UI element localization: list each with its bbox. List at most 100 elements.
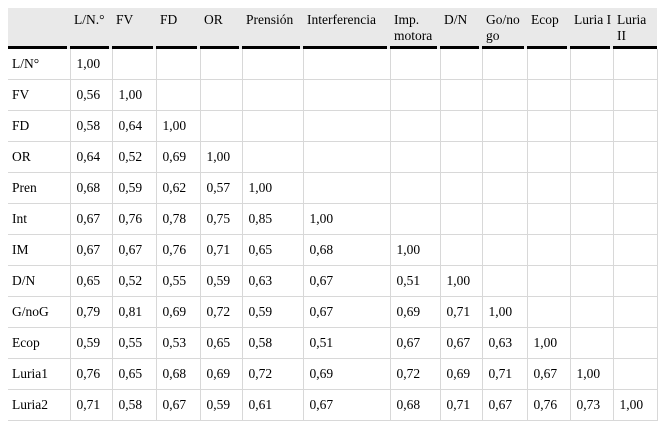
correlation-cell: 0,73 <box>569 389 614 421</box>
column-header: Interferencia <box>303 8 390 49</box>
column-header: Imp. motora <box>390 8 440 49</box>
correlation-cell <box>481 110 528 142</box>
correlation-cell: 0,62 <box>155 172 201 204</box>
table-header: L/N.° FV FD OR Prensión Interferencia Imp. mot… <box>8 8 657 49</box>
correlation-cell: 0,52 <box>111 141 157 173</box>
correlation-cell <box>612 327 658 359</box>
correlation-cell: 0,78 <box>155 203 201 235</box>
correlation-cell <box>302 172 391 204</box>
correlation-cell: 0,58 <box>111 389 157 421</box>
correlation-cell <box>526 234 571 266</box>
table-row: D/N 0,65 0,52 0,55 0,59 0,63 0,67 0,51 1,00 <box>8 265 658 297</box>
correlation-cell <box>526 141 571 173</box>
correlation-cell <box>241 79 304 111</box>
correlation-cell: 0,72 <box>199 296 243 328</box>
correlation-cell: 0,85 <box>241 203 304 235</box>
correlation-cell <box>481 79 528 111</box>
correlation-cell: 0,53 <box>155 327 201 359</box>
correlation-cell: 0,67 <box>481 389 528 421</box>
row-label: Luria1 <box>8 358 71 390</box>
correlation-cell <box>481 265 528 297</box>
correlation-cell: 0,75 <box>199 203 243 235</box>
column-header: Ecop <box>527 8 570 49</box>
column-header: D/N <box>440 8 482 49</box>
correlation-cell: 0,69 <box>439 358 483 390</box>
correlation-cell <box>439 234 483 266</box>
correlation-cell <box>569 203 614 235</box>
correlation-cell: 1,00 <box>389 234 441 266</box>
correlation-cell: 0,67 <box>389 327 441 359</box>
correlation-cell: 0,69 <box>199 358 243 390</box>
correlation-cell: 0,71 <box>439 296 483 328</box>
row-label: IM <box>8 234 71 266</box>
correlation-cell: 0,64 <box>69 141 113 173</box>
column-header: Prensión <box>242 8 303 49</box>
correlation-cell <box>439 79 483 111</box>
correlation-cell <box>569 234 614 266</box>
correlation-cell <box>111 49 157 80</box>
correlation-cell <box>569 296 614 328</box>
correlation-cell <box>439 110 483 142</box>
correlation-cell: 0,69 <box>155 141 201 173</box>
correlation-cell <box>612 172 658 204</box>
correlation-cell <box>481 203 528 235</box>
correlation-cell: 0,65 <box>241 234 304 266</box>
row-label: L/N° <box>8 49 71 80</box>
correlation-cell: 0,81 <box>111 296 157 328</box>
correlation-cell <box>481 141 528 173</box>
correlation-cell: 1,00 <box>241 172 304 204</box>
correlation-cell <box>526 296 571 328</box>
correlation-cell: 0,55 <box>155 265 201 297</box>
correlation-cell: 0,68 <box>389 389 441 421</box>
correlation-cell: 0,67 <box>526 358 571 390</box>
correlation-cell <box>389 172 441 204</box>
correlation-matrix-table: L/N.° FV FD OR Prensión Interferencia Imp. mot… <box>8 8 658 421</box>
correlation-cell: 0,72 <box>389 358 441 390</box>
row-label: Ecop <box>8 327 71 359</box>
correlation-cell: 0,67 <box>302 265 391 297</box>
correlation-cell: 0,67 <box>439 327 483 359</box>
correlation-cell: 0,67 <box>69 203 113 235</box>
correlation-cell <box>612 296 658 328</box>
correlation-cell: 1,00 <box>439 265 483 297</box>
correlation-cell: 1,00 <box>302 203 391 235</box>
table-row: Ecop 0,59 0,55 0,53 0,65 0,58 0,51 0,67 0,67 0,63… <box>8 327 658 359</box>
correlation-cell <box>199 49 243 80</box>
corner-cell <box>8 8 70 49</box>
column-header: Luria I <box>570 8 613 49</box>
row-label: FD <box>8 110 71 142</box>
correlation-cell <box>389 141 441 173</box>
correlation-cell: 0,76 <box>69 358 113 390</box>
table-row: IM 0,67 0,67 0,76 0,71 0,65 0,68 1,00 <box>8 234 658 266</box>
correlation-cell: 0,56 <box>69 79 113 111</box>
correlation-cell <box>481 49 528 80</box>
correlation-cell: 0,52 <box>111 265 157 297</box>
table-row: OR 0,64 0,52 0,69 1,00 <box>8 141 658 173</box>
correlation-cell: 1,00 <box>612 389 658 421</box>
correlation-cell <box>439 49 483 80</box>
correlation-cell <box>389 203 441 235</box>
correlation-cell: 0,58 <box>69 110 113 142</box>
correlation-cell <box>439 203 483 235</box>
correlation-cell <box>481 234 528 266</box>
correlation-cell: 1,00 <box>199 141 243 173</box>
column-header: OR <box>200 8 242 49</box>
table-row: Luria1 0,76 0,65 0,68 0,69 0,72 0,69 0,72 0,69 0,… <box>8 358 658 390</box>
correlation-cell: 0,59 <box>69 327 113 359</box>
correlation-cell <box>155 79 201 111</box>
correlation-cell <box>199 79 243 111</box>
correlation-cell <box>199 110 243 142</box>
correlation-cell: 0,67 <box>302 389 391 421</box>
correlation-cell <box>569 49 614 80</box>
row-label: Pren <box>8 172 71 204</box>
correlation-cell <box>241 49 304 80</box>
correlation-cell: 1,00 <box>569 358 614 390</box>
correlation-cell: 0,68 <box>155 358 201 390</box>
correlation-cell: 0,71 <box>481 358 528 390</box>
table-body: L/N° 1,00 FV 0,56 1,00 FD 0,58 0,64 1,00 OR 0,64 0,… <box>8 49 658 421</box>
correlation-cell <box>569 141 614 173</box>
correlation-cell <box>526 79 571 111</box>
correlation-cell: 0,65 <box>199 327 243 359</box>
correlation-cell: 0,65 <box>69 265 113 297</box>
correlation-cell: 1,00 <box>526 327 571 359</box>
